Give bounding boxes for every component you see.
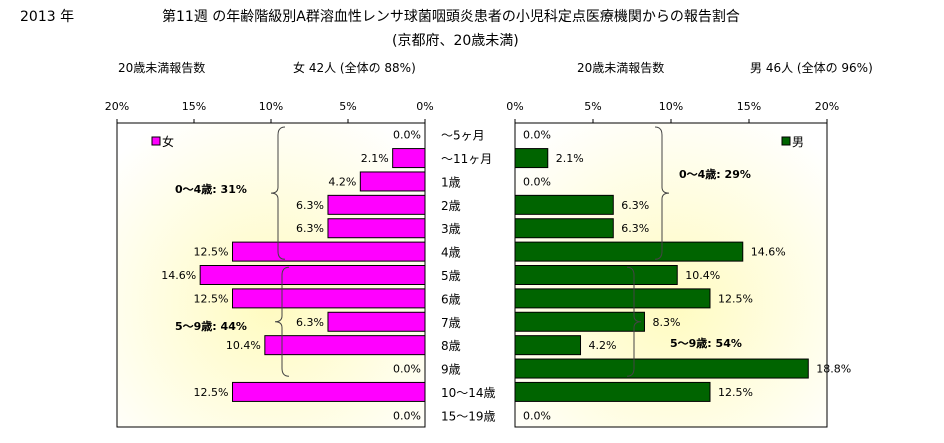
female-bar [232,288,426,309]
female-bar [232,241,426,262]
chart-subtitle-region: (京都府、20歳未満) [392,33,519,49]
female-bar [327,194,426,215]
male-age-5-9-annotation: 5～9歳: 54% [670,336,742,350]
female-bar [264,335,426,356]
category-label: 8歳 [441,339,461,353]
female-data-label: 0.0% [393,409,421,422]
female-age-5-9-bracket [274,266,290,377]
category-label: 2歳 [441,199,461,213]
female-x-tick-label: 10% [259,100,283,113]
category-label: 1歳 [441,175,461,189]
male-data-label: 14.6% [751,246,786,259]
category-label: 3歳 [441,222,461,236]
female-x-tick-label: 0% [416,100,433,113]
category-label: 5歳 [441,269,461,283]
female-legend-label: 女 [162,134,174,149]
male-x-tick-label: 15% [737,100,761,113]
female-total-label: 女 42人 (全体の 88%) [293,61,416,75]
female-x-tick-label: 5% [339,100,356,113]
female-age-0-4-bracket [270,126,286,260]
male-legend-label: 男 [792,135,804,149]
female-bar [232,381,426,402]
male-bar [514,335,582,356]
male-data-label: 0.0% [523,175,551,188]
male-age-0-4-bracket [654,126,670,260]
category-label: 9歳 [441,363,461,377]
category-label: 7歳 [441,316,461,330]
male-bar [514,148,549,169]
female-data-label: 14.6% [161,269,196,282]
category-label: ～11ヶ月 [441,152,492,166]
female-data-label: 12.5% [194,292,229,305]
male-x-tick-label: 20% [815,100,839,113]
female-bar [327,311,426,332]
male-legend-swatch [781,136,791,146]
male-bar [514,265,678,285]
male-data-label: 8.3% [652,316,680,329]
male-x-tick-label: 0% [506,100,523,113]
male-data-label: 4.2% [589,339,617,352]
male-total-label: 男 46人 (全体の 96%) [750,61,873,75]
female-data-label: 4.2% [328,175,356,188]
male-bar [514,288,711,309]
male-data-label: 10.4% [685,269,720,282]
female-bar [199,265,426,285]
category-label: 6歳 [441,292,461,306]
female-bar [392,148,426,169]
female-data-label: 6.3% [296,222,324,235]
male-data-label: 12.5% [718,292,753,305]
male-bar [514,311,645,332]
female-data-label: 12.5% [194,386,229,399]
male-data-label: 0.0% [523,129,551,142]
female-bar [327,218,426,239]
male-bar [514,358,809,379]
female-bar [359,171,426,192]
male-bar [514,381,711,402]
category-label: 10～14歳 [441,386,496,400]
male-data-label: 18.8% [816,363,851,376]
category-label: 4歳 [441,246,461,260]
male-data-label: 2.1% [556,152,584,165]
male-age-0-4-annotation: 0～4歳: 29% [679,167,751,181]
female-age-5-9-annotation: 5～9歳: 44% [175,319,247,333]
female-data-label: 0.0% [393,129,421,142]
chart-title: 第11週 の年齢階級別A群溶血性レンサ球菌咽頭炎患者の小児科定点医療機関からの報… [162,9,740,25]
female-data-label: 10.4% [226,339,261,352]
female-data-label: 6.3% [296,199,324,212]
male-age-5-9-bracket [626,266,642,377]
male-x-tick-label: 5% [584,100,601,113]
male-bar [514,194,614,215]
female-x-tick-label: 20% [105,100,129,113]
category-label: 15～19歳 [441,409,496,423]
female-x-tick-label: 15% [182,100,206,113]
year-label: 2013 年 [20,9,75,25]
female-data-label: 6.3% [296,316,324,329]
female-age-0-4-annotation: 0～4歳: 31% [175,182,247,196]
female-report-count-label: 20歳未満報告数 [118,61,206,75]
male-data-label: 12.5% [718,386,753,399]
male-bar [514,241,744,262]
female-data-label: 12.5% [194,246,229,259]
male-data-label: 6.3% [621,199,649,212]
male-report-count-label: 20歳未満報告数 [577,61,665,75]
male-data-label: 0.0% [523,409,551,422]
male-bar [514,218,614,239]
female-legend-swatch [151,136,161,146]
female-data-label: 2.1% [361,152,389,165]
female-data-label: 0.0% [393,363,421,376]
male-data-label: 6.3% [621,222,649,235]
category-label: ～5ヶ月 [441,129,485,143]
male-x-tick-label: 10% [659,100,683,113]
